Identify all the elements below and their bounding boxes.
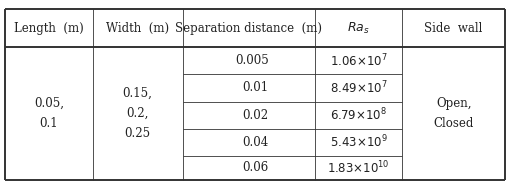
Text: 0.02: 0.02 bbox=[242, 109, 268, 122]
Text: 0.05,
0.1: 0.05, 0.1 bbox=[34, 97, 64, 130]
Text: $5.43×10^{9}$: $5.43×10^{9}$ bbox=[329, 134, 387, 151]
Text: $8.49×10^{7}$: $8.49×10^{7}$ bbox=[329, 80, 387, 96]
Text: $\mathit{Ra}_s$: $\mathit{Ra}_s$ bbox=[347, 21, 370, 36]
Text: $6.79×10^{8}$: $6.79×10^{8}$ bbox=[330, 107, 386, 123]
Text: 0.15,
0.2,
0.25: 0.15, 0.2, 0.25 bbox=[122, 87, 152, 140]
Text: 0.005: 0.005 bbox=[235, 54, 268, 67]
Text: Side  wall: Side wall bbox=[423, 22, 482, 35]
Text: Length  (m): Length (m) bbox=[14, 22, 83, 35]
Text: Width  (m): Width (m) bbox=[106, 22, 169, 35]
Text: 0.04: 0.04 bbox=[242, 136, 268, 149]
Text: $1.06×10^{7}$: $1.06×10^{7}$ bbox=[329, 53, 387, 69]
Text: 0.06: 0.06 bbox=[242, 161, 268, 174]
Text: $1.83×10^{10}$: $1.83×10^{10}$ bbox=[327, 159, 389, 176]
Text: Separation distance  (m): Separation distance (m) bbox=[175, 22, 322, 35]
Text: Open,
Closed: Open, Closed bbox=[433, 97, 473, 130]
Text: 0.01: 0.01 bbox=[242, 81, 268, 95]
